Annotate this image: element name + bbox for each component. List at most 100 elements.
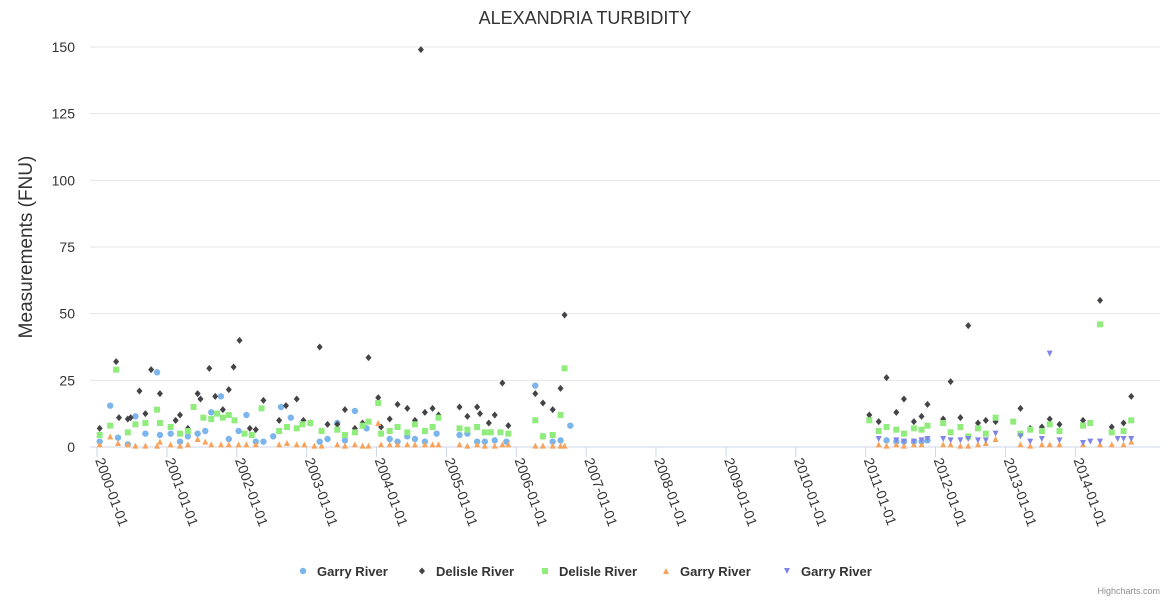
data-point[interactable] (429, 424, 436, 430)
data-point[interactable] (334, 420, 341, 428)
data-point[interactable] (918, 412, 925, 420)
data-point[interactable] (276, 428, 283, 434)
data-point[interactable] (386, 415, 393, 423)
data-point[interactable] (156, 390, 163, 398)
data-point[interactable] (429, 441, 436, 448)
data-point[interactable] (225, 386, 232, 394)
data-point[interactable] (283, 424, 290, 430)
data-point[interactable] (394, 441, 401, 448)
data-point[interactable] (924, 422, 931, 429)
data-point[interactable] (965, 442, 972, 449)
data-point[interactable] (1108, 441, 1115, 448)
data-point[interactable] (982, 430, 989, 437)
data-point[interactable] (225, 412, 232, 418)
data-point[interactable] (957, 424, 964, 430)
data-point[interactable] (1056, 428, 1063, 434)
data-point[interactable] (1120, 428, 1127, 434)
data-point[interactable] (142, 430, 149, 437)
data-point[interactable] (351, 429, 358, 436)
data-point[interactable] (214, 410, 221, 417)
data-point[interactable] (153, 369, 161, 376)
data-point[interactable] (241, 430, 248, 437)
data-point[interactable] (156, 420, 163, 426)
data-point[interactable] (1056, 420, 1063, 428)
data-point[interactable] (1056, 441, 1063, 448)
data-point[interactable] (411, 435, 419, 443)
data-point[interactable] (96, 424, 103, 432)
data-point[interactable] (404, 404, 411, 412)
data-point[interactable] (893, 441, 900, 448)
data-point[interactable] (351, 407, 359, 415)
data-point[interactable] (557, 442, 564, 449)
data-point[interactable] (404, 441, 411, 448)
data-point[interactable] (435, 414, 442, 421)
data-point[interactable] (217, 393, 225, 400)
data-point[interactable] (974, 425, 981, 432)
data-point[interactable] (194, 430, 201, 437)
data-point[interactable] (301, 441, 308, 448)
data-point[interactable] (96, 441, 103, 448)
data-point[interactable] (1046, 441, 1053, 448)
data-point[interactable] (992, 414, 999, 421)
data-point[interactable] (194, 390, 201, 398)
data-point[interactable] (505, 441, 512, 448)
data-point[interactable] (276, 416, 283, 424)
data-point[interactable] (184, 428, 191, 434)
data-point[interactable] (378, 441, 385, 448)
data-point[interactable] (124, 429, 131, 436)
data-point[interactable] (375, 394, 382, 402)
data-point[interactable] (421, 428, 428, 434)
data-point[interactable] (293, 425, 300, 432)
data-point[interactable] (456, 431, 463, 439)
data-point[interactable] (334, 426, 341, 433)
data-point[interactable] (1017, 433, 1024, 440)
data-point[interactable] (893, 426, 900, 433)
data-point[interactable] (177, 442, 184, 449)
data-point[interactable] (875, 436, 882, 442)
data-point[interactable] (875, 441, 882, 448)
data-point[interactable] (1017, 404, 1024, 412)
data-point[interactable] (965, 436, 972, 442)
data-point[interactable] (113, 366, 120, 373)
data-point[interactable] (177, 430, 184, 437)
data-point[interactable] (341, 432, 348, 438)
data-point[interactable] (411, 421, 418, 428)
data-point[interactable] (549, 442, 556, 449)
data-point[interactable] (957, 437, 964, 444)
data-point[interactable] (202, 427, 209, 435)
data-point[interactable] (992, 430, 999, 437)
data-point[interactable] (324, 420, 331, 428)
data-point[interactable] (421, 441, 428, 448)
data-point[interactable] (217, 441, 224, 448)
data-point[interactable] (866, 411, 873, 419)
data-point[interactable] (1120, 419, 1127, 427)
data-point[interactable] (378, 430, 385, 437)
legend-item[interactable]: Garry River (663, 564, 751, 579)
data-point[interactable] (875, 418, 882, 426)
data-point[interactable] (156, 438, 163, 445)
data-point[interactable] (1120, 441, 1127, 448)
data-point[interactable] (167, 441, 174, 448)
data-point[interactable] (464, 426, 471, 433)
data-point[interactable] (893, 437, 900, 444)
data-point[interactable] (311, 442, 318, 449)
data-point[interactable] (208, 441, 215, 448)
data-point[interactable] (176, 438, 184, 445)
data-point[interactable] (219, 414, 226, 421)
data-point[interactable] (1080, 422, 1087, 429)
data-point[interactable] (230, 363, 237, 371)
data-point[interactable] (107, 433, 114, 440)
data-point[interactable] (910, 425, 917, 432)
data-point[interactable] (1128, 417, 1135, 424)
data-point[interactable] (1114, 436, 1121, 442)
data-point[interactable] (974, 419, 981, 427)
data-point[interactable] (299, 421, 306, 428)
data-point[interactable] (96, 432, 103, 438)
data-point[interactable] (208, 409, 215, 416)
data-point[interactable] (481, 438, 488, 445)
data-point[interactable] (293, 395, 300, 403)
data-point[interactable] (283, 402, 290, 410)
data-point[interactable] (947, 429, 954, 436)
data-point[interactable] (481, 442, 488, 449)
data-point[interactable] (386, 428, 393, 434)
